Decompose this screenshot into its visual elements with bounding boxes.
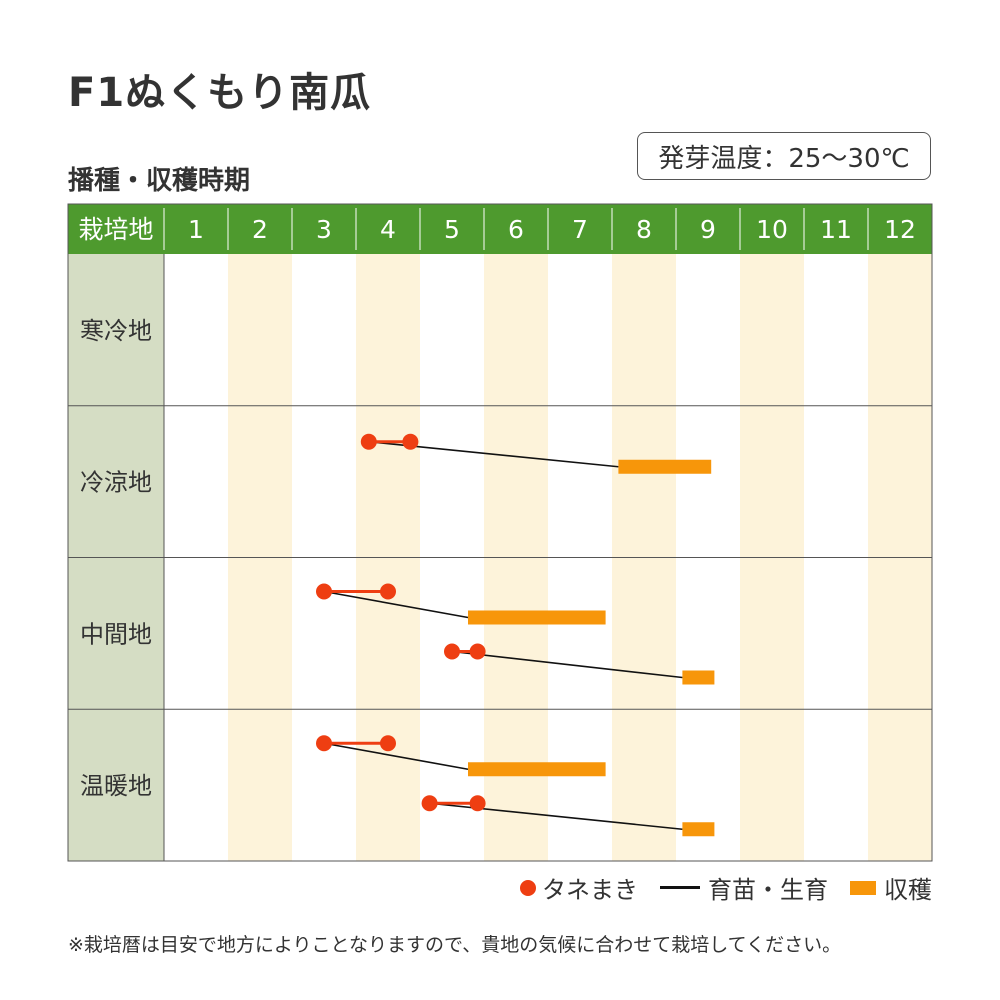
chart-subtitle: 播種・収穫時期 — [68, 166, 251, 196]
header-bar — [68, 204, 932, 254]
sowing-dot — [316, 583, 332, 600]
region-label: 寒冷地 — [80, 317, 152, 345]
month-label: 9 — [700, 215, 716, 244]
harvest-bar — [468, 762, 606, 777]
harvest-bar — [682, 822, 715, 837]
harvest-bar — [618, 459, 712, 474]
month-label: 11 — [820, 215, 852, 244]
sowing-dot-icon — [520, 879, 536, 896]
month-label: 1 — [188, 215, 204, 244]
sowing-dot — [380, 583, 396, 600]
month-label: 2 — [252, 215, 268, 244]
sowing-dot — [469, 795, 486, 812]
month-label: 5 — [444, 215, 460, 244]
germination-temp-badge: 発芽温度：25〜30℃ — [637, 132, 931, 180]
legend-item-seedling: 育苗・生育 — [660, 870, 828, 905]
sowing-dot — [421, 795, 438, 812]
month-label: 3 — [316, 215, 332, 244]
sowing-dot — [380, 735, 396, 752]
footnote: ※栽培暦は目安で地方によりことなりますので、貴地の気候に合わせて栽培してください… — [68, 934, 842, 956]
legend-label-sowing: タネまき — [542, 876, 638, 904]
sowing-dot — [469, 643, 486, 660]
legend-item-sowing: タネまき — [520, 870, 638, 905]
month-label: 8 — [636, 215, 652, 244]
growth-line — [323, 590, 469, 619]
harvest-bar — [468, 610, 606, 625]
germination-temp-text: 発芽温度：25〜30℃ — [658, 143, 910, 174]
sowing-dot — [316, 735, 332, 752]
region-label: 中間地 — [80, 620, 152, 648]
growth-line — [323, 742, 469, 771]
harvest-bar — [682, 670, 715, 685]
sowing-dot — [402, 433, 419, 450]
month-label: 10 — [756, 215, 788, 244]
region-label: 冷涼地 — [80, 469, 152, 497]
growth-line-icon — [660, 886, 700, 889]
legend-label-seedling: 育苗・生育 — [708, 876, 828, 904]
page-title: F1ぬくもり南瓜 — [68, 70, 372, 116]
corner-label: 栽培地 — [78, 215, 153, 244]
legend-label-harvest: 収穫 — [884, 876, 932, 904]
region-label: 温暖地 — [80, 772, 152, 800]
month-label: 12 — [884, 215, 916, 244]
sowing-dot — [360, 433, 377, 450]
month-label: 4 — [380, 215, 396, 244]
legend-item-harvest: 収穫 — [850, 870, 932, 905]
chart-border — [67, 203, 933, 862]
growth-line — [451, 650, 683, 679]
chart-legend: タネまき 育苗・生育 収穫 — [498, 870, 932, 905]
harvest-bar-icon — [850, 880, 876, 895]
sowing-dot — [444, 643, 460, 660]
month-label: 6 — [508, 215, 524, 244]
month-label: 7 — [572, 215, 588, 244]
